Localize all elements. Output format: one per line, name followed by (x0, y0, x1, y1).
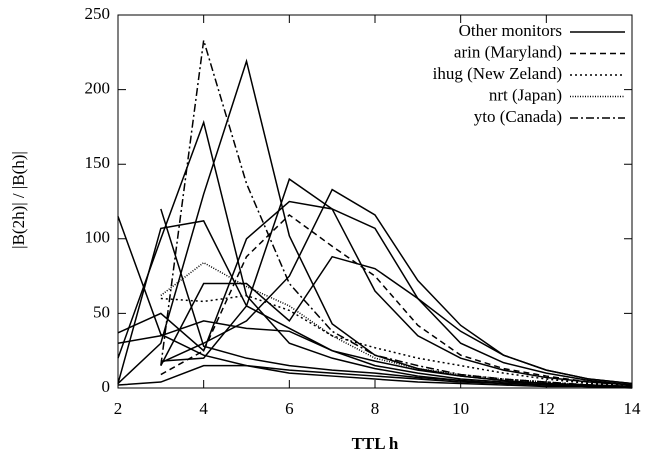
x-tick-label: 10 (452, 399, 469, 418)
y-tick-label: 50 (93, 302, 110, 321)
x-tick-label: 6 (285, 399, 294, 418)
y-tick-label: 100 (85, 228, 111, 247)
y-tick-label: 250 (85, 4, 111, 23)
series-line (160, 40, 633, 388)
legend-label: ihug (New Zeland) (433, 64, 562, 83)
legend-label: nrt (Japan) (489, 85, 562, 104)
series-line (117, 200, 633, 386)
y-tick-label: 0 (102, 377, 111, 396)
series-line (160, 255, 633, 385)
x-tick-label: 2 (114, 399, 123, 418)
x-tick-label: 4 (199, 399, 208, 418)
y-tick-label: 200 (85, 79, 111, 98)
series-line (160, 261, 633, 388)
series-line (160, 213, 633, 386)
x-axis-label: TTL h (352, 434, 399, 453)
series-line (117, 364, 633, 389)
y-tick-label: 150 (85, 153, 111, 172)
series-line (160, 177, 633, 386)
series-line (160, 208, 632, 388)
x-tick-label: 14 (624, 399, 642, 418)
series-line (117, 320, 633, 388)
legend-label: yto (Canada) (474, 107, 562, 126)
y-axis-label: |B(2h)| / |B(h)| (9, 151, 28, 249)
x-tick-label: 12 (538, 399, 555, 418)
legend-label: arin (Maryland) (454, 42, 562, 61)
x-tick-label: 8 (371, 399, 380, 418)
legend-label: Other monitors (459, 21, 562, 40)
